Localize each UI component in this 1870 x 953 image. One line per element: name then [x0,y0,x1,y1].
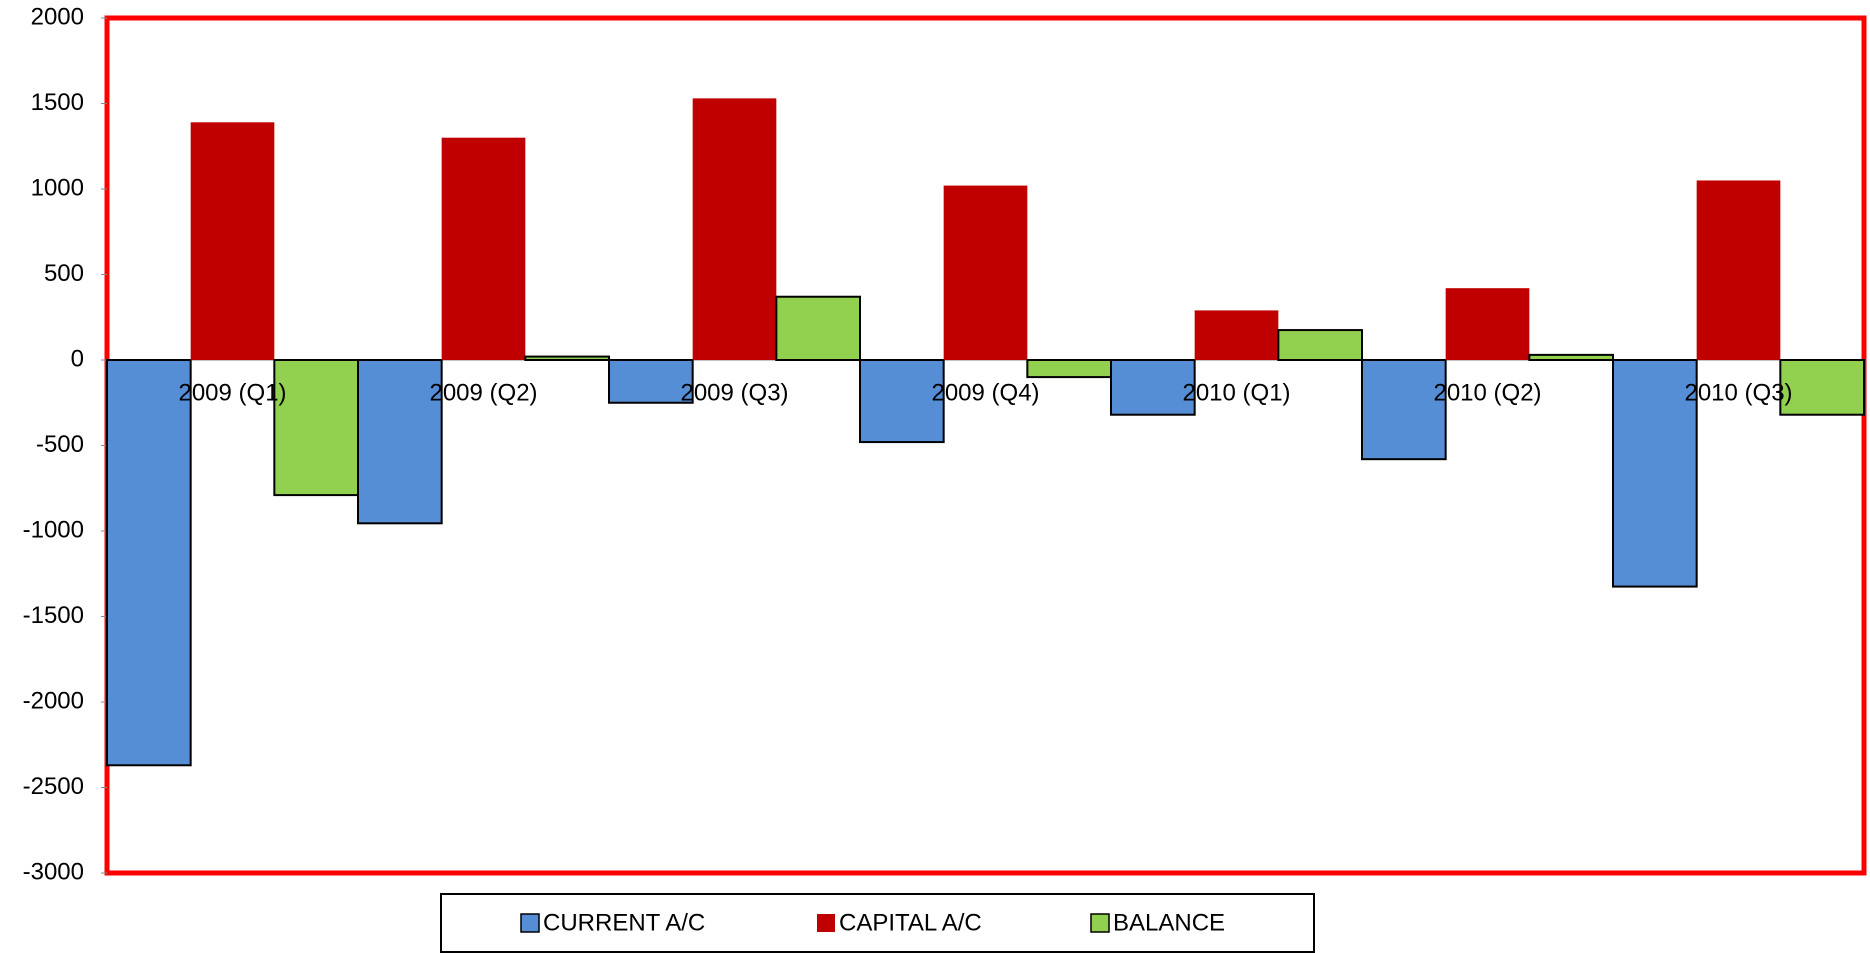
y-tick-label: 1500 [31,89,84,116]
bar [1361,359,1447,461]
bar [1194,310,1279,360]
bar [190,122,275,360]
x-tick-label: 2009 (Q2) [429,379,537,406]
legend-label: CURRENT A/C [543,909,705,936]
bar [524,355,610,361]
y-tick-label: -3000 [23,858,84,885]
bar [1612,359,1698,588]
bar [1779,359,1866,416]
bar [943,185,1028,360]
bar [608,359,694,404]
y-tick-label: -2000 [23,687,84,714]
bar [1696,180,1781,360]
bar [106,359,192,767]
legend-swatch [520,913,540,933]
y-tick-label: 1000 [31,174,84,201]
y-tick-label: -1000 [23,516,84,543]
bar [1026,359,1113,379]
x-tick-label: 2009 (Q4) [931,379,1039,406]
bar [441,137,526,360]
y-tick-label: -1500 [23,602,84,629]
bar [775,295,861,362]
x-tick-label: 2009 (Q3) [680,379,788,406]
legend-label: BALANCE [1113,909,1225,936]
bar [273,359,360,497]
bar [1110,359,1196,416]
bar [1528,353,1615,361]
y-tick-label: -2500 [23,773,84,800]
x-tick-label: 2010 (Q3) [1684,379,1792,406]
bar [1445,288,1530,360]
legend-swatch [817,914,835,932]
bar [1277,329,1364,362]
x-tick-label: 2010 (Q2) [1433,379,1541,406]
legend-swatch [1090,913,1110,933]
x-tick-label: 2009 (Q1) [178,379,286,406]
bar [859,359,945,444]
bar [692,98,777,361]
legend-label: CAPITAL A/C [839,909,982,936]
bar [357,359,443,525]
legend-box [440,893,1315,953]
y-tick-label: -500 [36,431,84,458]
y-tick-label: 2000 [31,3,84,30]
x-tick-label: 2010 (Q1) [1182,379,1290,406]
y-tick-label: 0 [71,345,84,372]
y-tick-label: 500 [44,260,84,287]
